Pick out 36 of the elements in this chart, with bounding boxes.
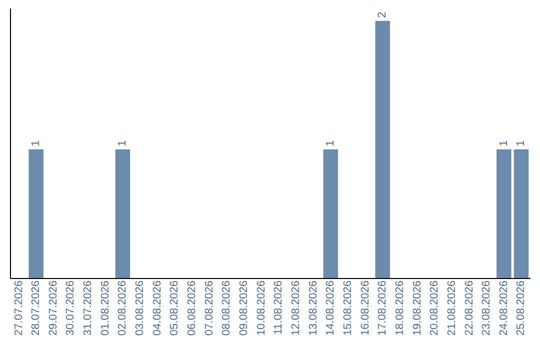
x-tick-label: 28.07.2026 (30, 280, 42, 336)
x-tick-label: 08.08.2026 (220, 280, 233, 336)
x-tick-label: 06.08.2026 (186, 280, 198, 336)
x-tick-label: 19.08.2026 (411, 280, 424, 336)
x-tick-label: 13.08.2026 (307, 280, 320, 336)
data-label: 1 (498, 140, 510, 146)
x-tick-label: 27.07.2026 (12, 280, 25, 336)
x-tick-label: 14.08.2026 (324, 280, 337, 336)
data-label: 1 (515, 140, 528, 146)
x-tick-label: 02.08.2026 (116, 280, 129, 336)
x-tick-label: 29.07.2026 (47, 280, 60, 336)
x-tick-label: 23.08.2026 (480, 280, 493, 336)
x-tick-label: 01.08.2026 (99, 280, 112, 336)
data-label: 1 (116, 140, 129, 146)
x-tick-label: 16.08.2026 (359, 280, 372, 336)
x-tick-label: 10.08.2026 (255, 280, 268, 336)
x-tick-label: 25.08.2026 (515, 280, 528, 336)
x-tick-label: 30.07.2026 (64, 280, 77, 336)
x-tick-label: 21.08.2026 (446, 280, 458, 336)
data-label: 1 (30, 140, 42, 146)
x-tick-label: 05.08.2026 (168, 280, 181, 336)
x-tick-label: 12.08.2026 (290, 280, 302, 336)
x-tick-label: 17.08.2026 (376, 280, 389, 336)
x-tick-label: 09.08.2026 (238, 280, 250, 336)
x-tick-label: 03.08.2026 (134, 280, 146, 336)
x-tick-label: 31.07.2026 (82, 280, 94, 336)
x-tick-label: 07.08.2026 (203, 280, 216, 336)
x-tick-label: 04.08.2026 (151, 280, 164, 336)
x-tick-label: 22.08.2026 (463, 280, 476, 336)
data-label: 2 (376, 12, 389, 18)
x-tick-label: 11.08.2026 (272, 280, 285, 335)
x-tick-label: 18.08.2026 (394, 280, 406, 336)
x-tick-label: 15.08.2026 (342, 280, 354, 336)
x-tick-label: 24.08.2026 (498, 280, 510, 336)
data-label: 1 (324, 140, 337, 146)
x-tick-label: 20.08.2026 (428, 280, 441, 336)
